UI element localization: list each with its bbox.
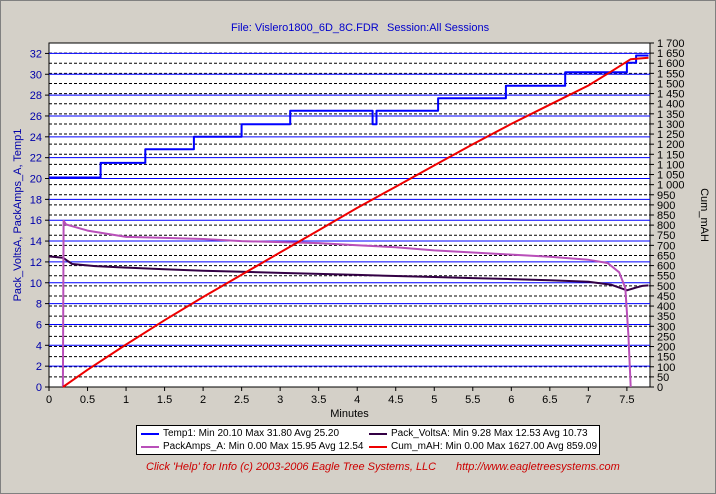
y-left-tick-label-6: 12 <box>30 257 42 269</box>
legend-item-pack-amps: PackAmps_A: Min 0.00 Max 15.95 Avg 12.54 <box>141 441 364 452</box>
y-left-tick-label-3: 6 <box>36 319 42 331</box>
y-left-tick-label-2: 4 <box>36 340 42 352</box>
legend-item-pack-volts: Pack_VoltsA: Min 9.28 Max 12.53 Avg 10.7… <box>369 428 588 439</box>
y-left-tick-label-5: 10 <box>30 278 42 290</box>
y-right-tick-label-8: 400 <box>657 301 675 313</box>
y-left-tick-label-10: 20 <box>30 174 42 186</box>
legend-text-pack-amps: PackAmps_A: Min 0.00 Max 15.95 Avg 12.54 <box>163 441 364 452</box>
footer-help-text: Click 'Help' for Info (c) 2003-2006 Eagl… <box>146 461 437 473</box>
file-label: File: Vislero1800_6D_8C.FDR <box>231 22 379 34</box>
x-tick-label-6: 3 <box>277 394 283 406</box>
legend-text-cum-mah: Cum_mAH: Min 0.00 Max 1627.00 Avg 859.09 <box>391 441 598 452</box>
y-right-tick-label-1: 50 <box>657 372 669 384</box>
y-left-tick-label-7: 14 <box>30 236 42 248</box>
y-right-tick-label-14: 700 <box>657 240 675 252</box>
y-right-tick-label-7: 350 <box>657 311 675 323</box>
y-right-tick-label-18: 900 <box>657 200 675 212</box>
y-right-tick-label-34: 1 700 <box>657 38 685 50</box>
y-right-tick-label-17: 850 <box>657 210 675 222</box>
y-right-tick-label-16: 800 <box>657 220 675 232</box>
y-right-tick-label-19: 950 <box>657 190 675 202</box>
legend-swatch-pack-amps <box>141 445 159 448</box>
y-right-tick-label-6: 300 <box>657 321 675 333</box>
x-tick-label-4: 2 <box>200 394 206 406</box>
y-left-tick-label-12: 24 <box>30 132 42 144</box>
x-tick-label-2: 1 <box>123 394 129 406</box>
y-left-tick-label-8: 16 <box>30 215 42 227</box>
y-left-axis-label: Pack_VoltsA, PackAmps_A, Temp1 <box>12 129 24 302</box>
y-right-tick-label-15: 750 <box>657 230 675 242</box>
y-right-tick-label-12: 600 <box>657 261 675 273</box>
y-right-tick-label-9: 450 <box>657 291 675 303</box>
y-right-tick-label-26: 1 300 <box>657 119 685 131</box>
x-tick-label-8: 4 <box>354 394 360 406</box>
y-left-tick-label-4: 8 <box>36 299 42 311</box>
x-tick-label-0: 0 <box>46 394 52 406</box>
x-tick-label-10: 5 <box>431 394 437 406</box>
y-right-tick-label-25: 1 250 <box>657 129 685 141</box>
x-tick-label-12: 6 <box>508 394 514 406</box>
legend-item-cum-mah: Cum_mAH: Min 0.00 Max 1627.00 Avg 859.09 <box>369 441 597 452</box>
legend-swatch-cum-mah <box>369 445 387 448</box>
y-right-tick-label-22: 1 100 <box>657 159 685 171</box>
y-right-tick-label-31: 1 550 <box>657 68 685 80</box>
y-left-tick-label-15: 30 <box>30 69 42 81</box>
session-label: Session:All Sessions <box>387 22 490 34</box>
y-left-tick-label-1: 2 <box>36 361 42 373</box>
y-right-tick-label-30: 1 500 <box>657 78 685 90</box>
y-right-tick-label-13: 650 <box>657 250 675 262</box>
y-right-tick-label-27: 1 350 <box>657 109 685 121</box>
series-line-pack-voltsa <box>48 255 649 292</box>
y-right-tick-label-11: 550 <box>657 271 675 283</box>
y-right-axis-label: Cum_mAH <box>698 188 710 242</box>
x-tick-label-13: 6.5 <box>542 394 557 406</box>
x-tick-label-5: 2.5 <box>234 394 249 406</box>
x-tick-label-14: 7 <box>585 394 591 406</box>
footer-url-link[interactable]: http://www.eagletreesystems.com <box>456 461 620 473</box>
x-axis-label: Minutes <box>330 408 369 420</box>
series-line-cum-mah <box>62 56 649 388</box>
y-right-tick-label-4: 200 <box>657 342 675 354</box>
x-tick-label-9: 4.5 <box>388 394 403 406</box>
y-right-tick-label-23: 1 150 <box>657 149 685 161</box>
y-left-tick-label-13: 26 <box>30 111 42 123</box>
x-tick-label-7: 3.5 <box>311 394 326 406</box>
y-right-tick-label-10: 500 <box>657 281 675 293</box>
y-right-tick-label-32: 1 600 <box>657 58 685 70</box>
series-line-temp1 <box>49 54 649 179</box>
y-right-tick-label-3: 150 <box>657 352 675 364</box>
y-right-tick-label-5: 250 <box>657 331 675 343</box>
y-right-tick-label-28: 1 400 <box>657 99 685 111</box>
x-tick-label-11: 5.5 <box>465 394 480 406</box>
legend-text-temp1: Temp1: Min 20.10 Max 31.80 Avg 25.20 <box>163 428 340 439</box>
y-left-tick-label-11: 22 <box>30 153 42 165</box>
y-right-tick-label-29: 1 450 <box>657 89 685 101</box>
legend-swatch-temp1 <box>141 432 159 435</box>
y-right-tick-label-24: 1 200 <box>657 139 685 151</box>
series-line-packamps-a <box>61 219 632 388</box>
legend-item-temp1: Temp1: Min 20.10 Max 31.80 Avg 25.20 <box>141 428 339 439</box>
y-right-tick-label-2: 100 <box>657 362 675 374</box>
legend: Temp1: Min 20.10 Max 31.80 Avg 25.20 Pac… <box>136 425 600 455</box>
y-right-tick-label-0: 0 <box>657 382 663 394</box>
x-tick-label-15: 7.5 <box>619 394 634 406</box>
legend-text-pack-volts: Pack_VoltsA: Min 9.28 Max 12.53 Avg 10.7… <box>391 428 588 439</box>
legend-swatch-pack-volts <box>369 432 387 435</box>
x-tick-label-3: 1.5 <box>157 394 172 406</box>
y-right-tick-label-33: 1 650 <box>657 48 685 60</box>
y-left-tick-label-9: 18 <box>30 194 42 206</box>
y-left-tick-label-14: 28 <box>30 90 42 102</box>
y-right-tick-label-21: 1 050 <box>657 170 685 182</box>
y-left-tick-label-0: 0 <box>36 382 42 394</box>
x-tick-label-1: 0.5 <box>80 394 95 406</box>
y-right-tick-label-20: 1 000 <box>657 180 685 192</box>
y-left-tick-label-16: 32 <box>30 48 42 60</box>
